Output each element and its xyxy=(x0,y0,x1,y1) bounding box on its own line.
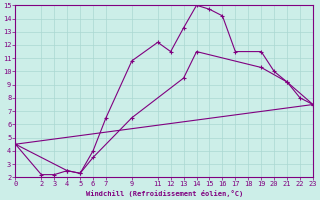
X-axis label: Windchill (Refroidissement éolien,°C): Windchill (Refroidissement éolien,°C) xyxy=(85,190,243,197)
